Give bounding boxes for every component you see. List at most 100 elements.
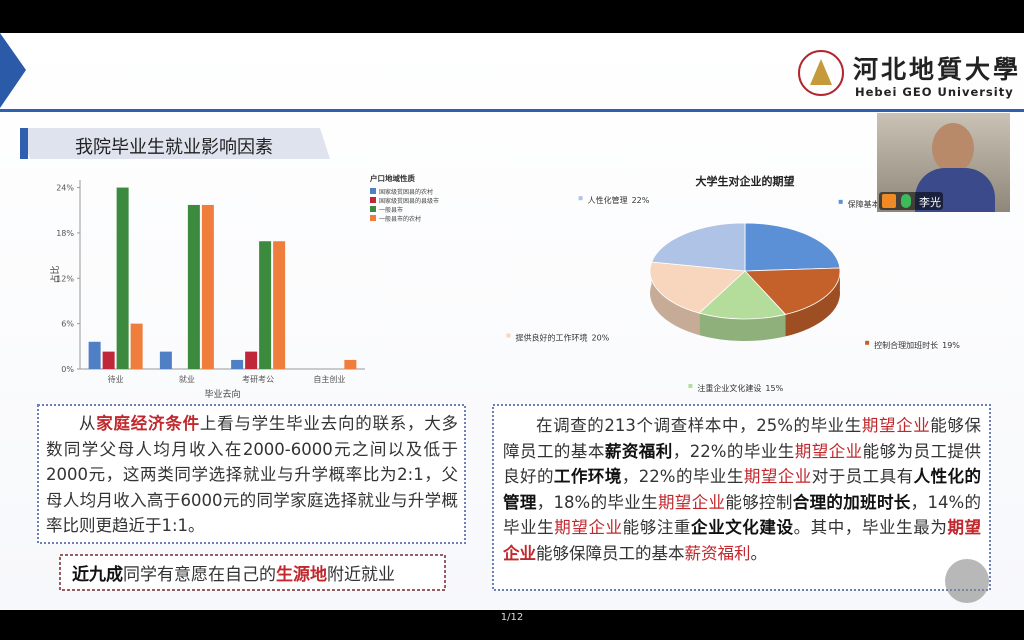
highlight: 期望企业	[503, 518, 982, 563]
video-tile[interactable]: 李光	[877, 113, 1010, 212]
legend-swatch	[370, 197, 376, 203]
text: 。	[750, 543, 768, 563]
callout: 近九成同学有意愿在自己的生源地附近就业	[72, 560, 395, 585]
category-label: 控制合理加班时长	[874, 340, 938, 350]
pie-label: 控制合理加班时长 19%	[874, 340, 960, 350]
highlight: 家庭经济条件	[96, 414, 200, 433]
category-label: 提供良好的工作环境	[515, 332, 587, 342]
text: 能够保障员工的基本	[503, 416, 981, 461]
label-bullet	[578, 196, 583, 201]
pie-label: 注重企业文化建设 15%	[697, 383, 783, 393]
y-tick-label: 6%	[61, 320, 74, 329]
participant-face	[932, 123, 974, 173]
callout-box	[59, 554, 446, 591]
pie-side	[699, 313, 786, 341]
bar	[273, 241, 286, 369]
label-bullet	[838, 199, 843, 204]
bar	[344, 359, 357, 369]
label-bullet	[865, 340, 870, 345]
highlight: 期望企业	[794, 441, 863, 461]
bar	[130, 323, 143, 369]
x-axis-label: 毕业去向	[204, 388, 240, 400]
y-axis-label: 占比	[49, 265, 61, 283]
pie-label: 人性化管理 22%	[588, 195, 650, 205]
highlight: 期望企业	[657, 492, 726, 512]
bar	[102, 351, 115, 369]
pie-slice	[651, 222, 746, 272]
text: 同学有意愿在自己的	[123, 565, 276, 585]
text: 附近就业	[327, 565, 395, 585]
category-label: 人性化管理	[588, 195, 628, 205]
highlight: 期望企业	[743, 467, 812, 486]
legend-label: 国家级贫困县的县级市	[379, 197, 439, 205]
chart-title: 大学生对企业的期望	[696, 174, 795, 188]
bar	[159, 351, 172, 369]
text: 能够为员工提供良好的	[503, 441, 982, 487]
text: 对于员工具有	[811, 467, 914, 486]
bar	[245, 351, 258, 369]
highlight: 期望企业	[554, 518, 623, 537]
highlight: 人性化的管理	[503, 467, 982, 512]
text: 。其中，毕业生最为	[793, 518, 948, 537]
logo-seal	[798, 50, 844, 96]
value-label: 22%	[632, 196, 650, 205]
legend-swatch	[370, 215, 376, 221]
pie-slice	[744, 222, 841, 272]
y-tick-label: 12%	[56, 274, 74, 283]
legend-swatch	[370, 206, 376, 212]
left-box	[37, 404, 466, 544]
header-rule	[0, 109, 1024, 112]
bar	[259, 241, 272, 369]
text: ，22%的毕业生	[672, 441, 795, 461]
legend-label: 一般县市	[379, 206, 403, 214]
text: ，14%的毕业生	[503, 492, 982, 538]
bar	[187, 204, 200, 369]
legend-label: 国家级贫困县的农村	[379, 188, 433, 196]
mic-button	[945, 559, 989, 603]
highlight: 生源地	[276, 565, 327, 585]
value-label: 20%	[591, 333, 609, 342]
category-label: 注重企业文化建设	[697, 383, 761, 393]
right-paragraph: 在调查的213个调查样本中，25%的毕业生期望企业能够保障员工的基本薪资福利，2…	[503, 413, 981, 566]
x-tick-label: 就业	[179, 374, 195, 384]
logo-name: 河北地質大學	[853, 55, 1022, 84]
corner-decor	[0, 33, 26, 108]
y-tick-label: 0%	[61, 365, 74, 374]
highlight: 企业文化建设	[691, 518, 794, 537]
left-paragraph: 从家庭经济条件上看与学生毕业去向的联系，大多数同学父母人均月收入在2000-60…	[46, 411, 458, 539]
page-indicator: 1/12	[500, 612, 524, 623]
legend-label: 一般县市的农村	[379, 215, 421, 223]
label-bullet	[688, 383, 693, 388]
mic-icon	[901, 194, 911, 208]
pie-label: 提供良好的工作环境 20%	[515, 332, 609, 342]
logo-mountain	[810, 59, 832, 85]
bar	[88, 341, 101, 369]
legend-swatch	[370, 188, 376, 194]
pie-slice	[698, 270, 787, 320]
right-box	[492, 404, 991, 591]
text: 能够控制	[725, 492, 793, 512]
x-tick-label: 自主创业	[313, 374, 345, 384]
pie-slice	[649, 261, 746, 314]
value-label: 15%	[765, 384, 783, 393]
text: 能够保障员工的基本	[536, 543, 685, 563]
title-banner-accent	[20, 128, 28, 159]
text: 能够注重	[622, 518, 692, 537]
slide-title: 我院毕业生就业影响因素	[75, 137, 273, 158]
text: 从	[79, 414, 97, 433]
pie-slice	[744, 267, 841, 315]
highlight: 期望企业	[861, 416, 931, 435]
avatar-icon	[882, 194, 896, 208]
y-tick-label: 18%	[56, 229, 74, 238]
pie-side	[650, 262, 700, 336]
x-tick-label: 考研考公	[242, 375, 274, 384]
highlight: 薪资福利	[684, 543, 751, 563]
x-tick-label: 待业	[108, 374, 124, 384]
legend-title: 户口地域性质	[370, 173, 415, 183]
logo-english: Hebei GEO University	[855, 85, 1014, 99]
highlight: 薪资福利	[604, 441, 673, 461]
text: ，18%的毕业生	[536, 492, 658, 512]
value-label: 19%	[942, 341, 960, 350]
